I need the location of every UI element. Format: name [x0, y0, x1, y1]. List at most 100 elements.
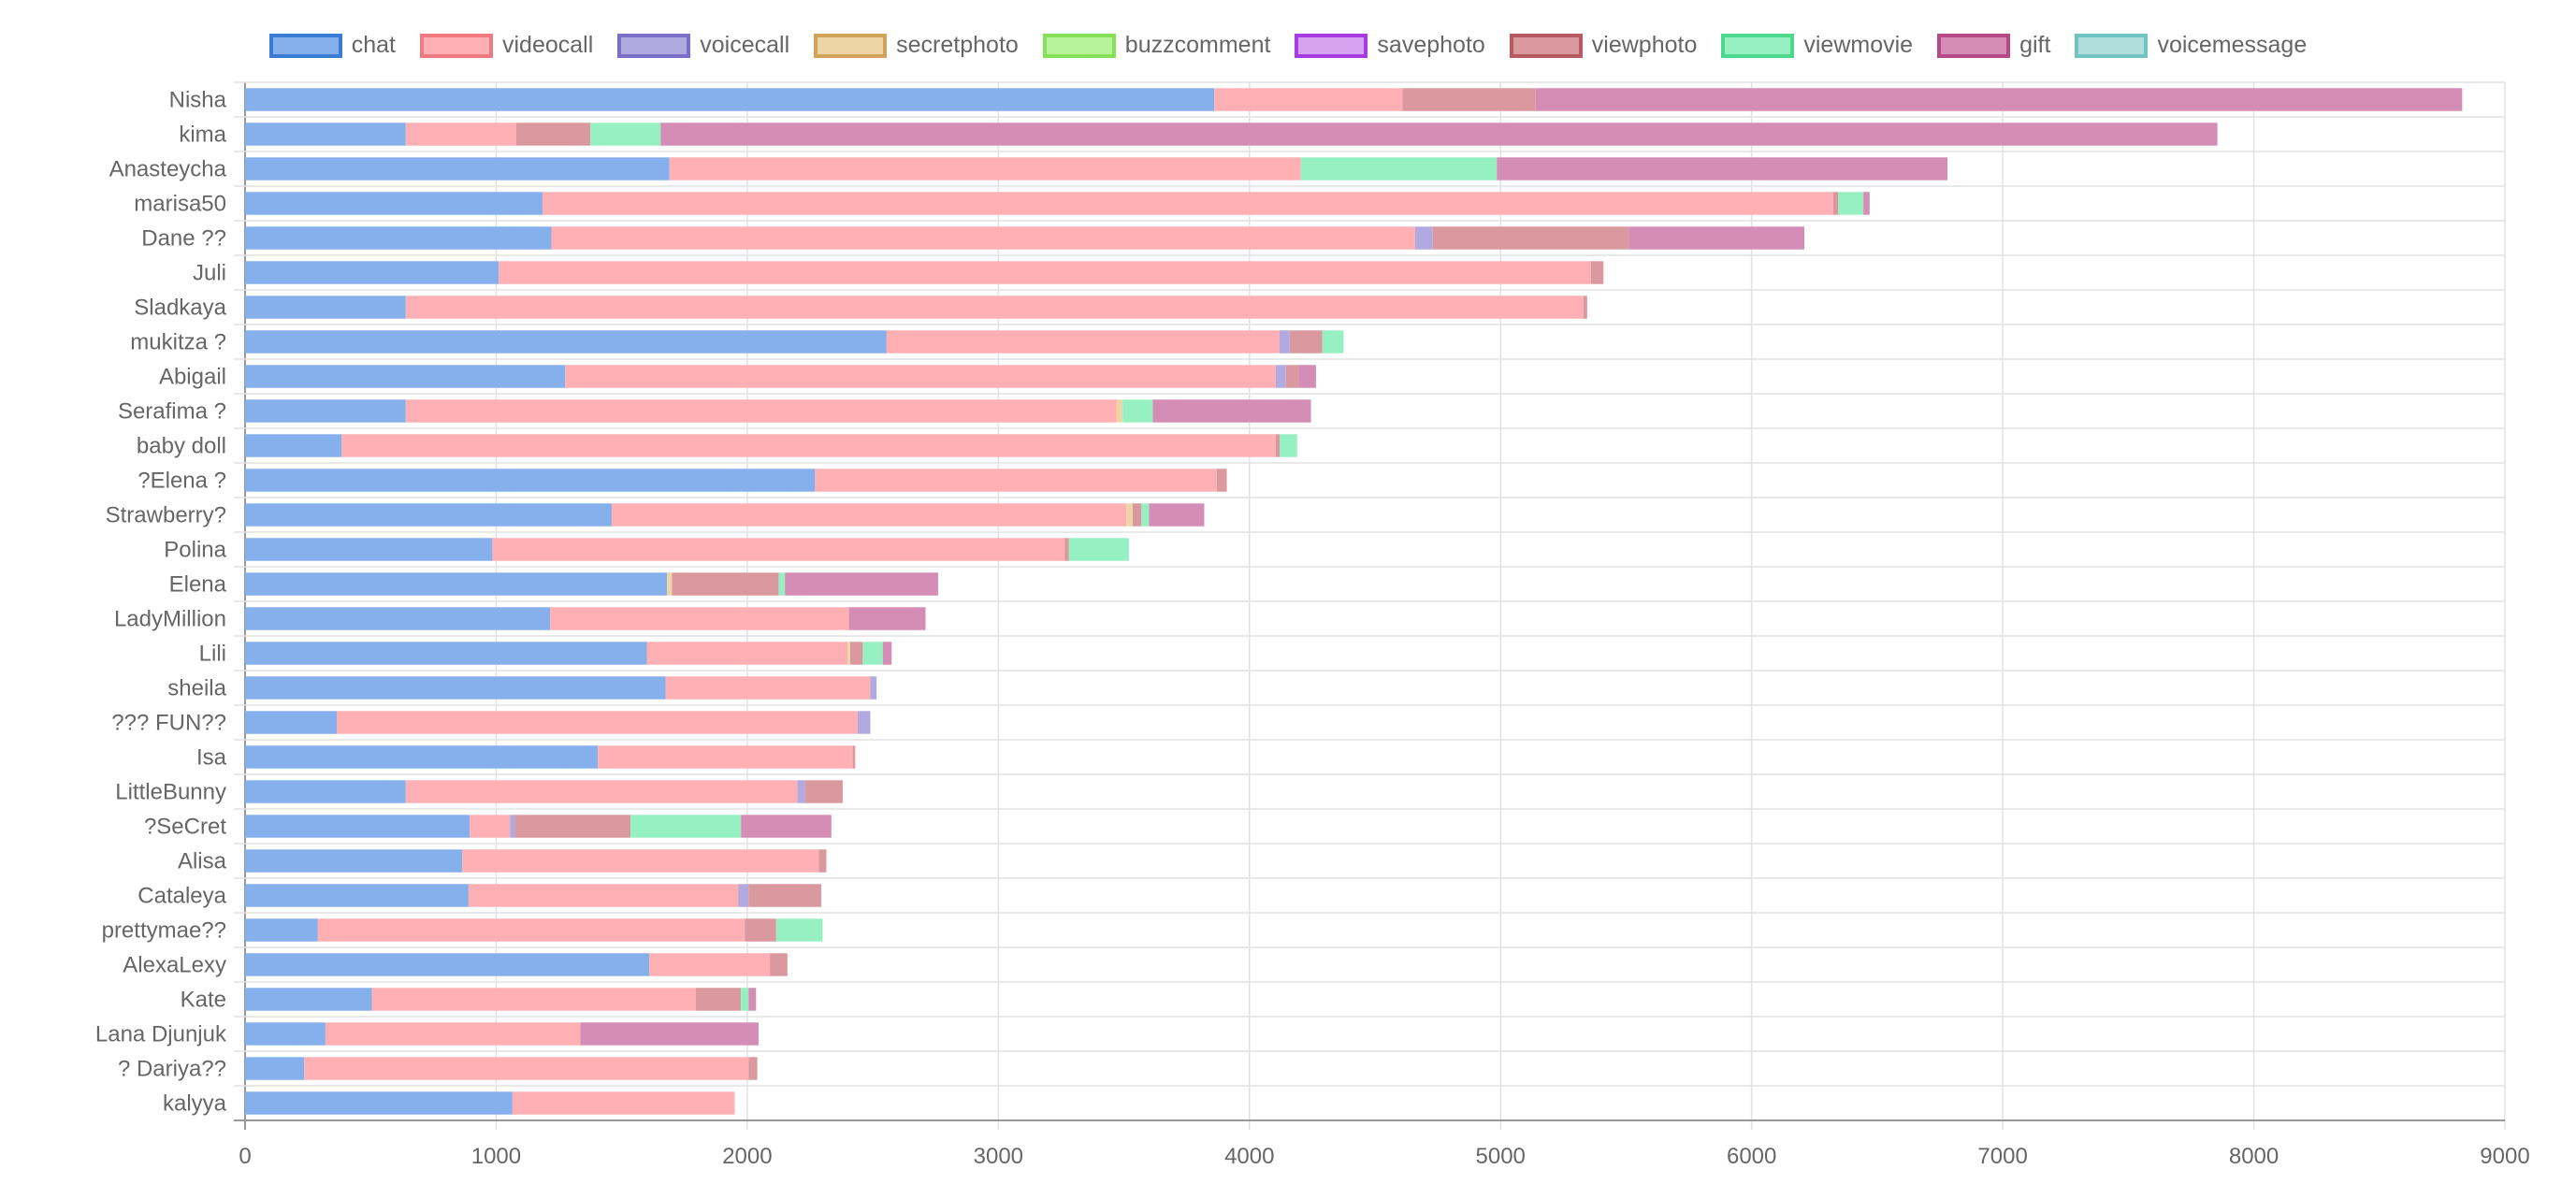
- bar-segment-viewphoto[interactable]: [849, 642, 863, 665]
- bar-segment-secretphoto[interactable]: [1116, 399, 1123, 423]
- bar-segment-chat[interactable]: [245, 988, 372, 1011]
- bar-segment-chat[interactable]: [245, 849, 463, 873]
- bar-segment-viewmovie[interactable]: [1122, 399, 1153, 423]
- bar-segment-viewphoto[interactable]: [1832, 192, 1839, 215]
- bar-segment-gift[interactable]: [1298, 365, 1316, 388]
- legend-item-secretphoto[interactable]: secretphoto: [814, 32, 1019, 59]
- bar-segment-videocall[interactable]: [665, 676, 871, 700]
- bar-segment-viewmovie[interactable]: [630, 815, 742, 838]
- bar-segment-chat[interactable]: [245, 261, 499, 284]
- bar-segment-videocall[interactable]: [325, 1022, 581, 1046]
- bar-segment-viewphoto[interactable]: [745, 918, 776, 942]
- bar-segment-videocall[interactable]: [405, 296, 1584, 319]
- bar-segment-gift[interactable]: [660, 123, 2218, 146]
- bar-segment-viewphoto[interactable]: [514, 815, 631, 838]
- legend-item-videocall[interactable]: videocall: [420, 32, 593, 59]
- bar-segment-secretphoto[interactable]: [847, 642, 850, 665]
- bar-segment-viewmovie[interactable]: [1141, 503, 1150, 527]
- bar-segment-gift[interactable]: [580, 1022, 759, 1046]
- bar-segment-chat[interactable]: [245, 157, 670, 180]
- bar-segment-viewmovie[interactable]: [1279, 434, 1297, 457]
- bar-segment-chat[interactable]: [245, 815, 470, 838]
- bar-segment-chat[interactable]: [245, 469, 816, 492]
- bar-segment-videocall[interactable]: [499, 261, 1591, 284]
- bar-segment-videocall[interactable]: [317, 918, 745, 942]
- bar-segment-viewmovie[interactable]: [1838, 192, 1864, 215]
- legend-item-viewphoto[interactable]: viewphoto: [1509, 32, 1697, 59]
- bar-segment-videocall[interactable]: [598, 745, 853, 769]
- bar-segment-viewmovie[interactable]: [1322, 330, 1344, 354]
- legend-item-voicecall[interactable]: voicecall: [617, 32, 789, 59]
- bar-segment-videocall[interactable]: [646, 642, 848, 665]
- bar-segment-videocall[interactable]: [341, 434, 1276, 457]
- bar-segment-videocall[interactable]: [492, 538, 1065, 561]
- bar-segment-viewphoto[interactable]: [748, 1057, 758, 1080]
- bar-segment-viewphoto[interactable]: [695, 988, 742, 1011]
- legend-item-savephoto[interactable]: savephoto: [1295, 32, 1485, 59]
- bar-segment-videocall[interactable]: [1214, 88, 1403, 111]
- bar-segment-viewphoto[interactable]: [748, 884, 822, 907]
- bar-segment-gift[interactable]: [1497, 157, 1948, 180]
- bar-segment-chat[interactable]: [245, 884, 469, 907]
- bar-segment-chat[interactable]: [245, 226, 552, 250]
- bar-segment-chat[interactable]: [245, 607, 551, 630]
- bar-segment-viewphoto[interactable]: [515, 123, 591, 146]
- bar-segment-chat[interactable]: [245, 780, 406, 803]
- bar-segment-voicecall[interactable]: [738, 884, 749, 907]
- bar-segment-viewmovie[interactable]: [1068, 538, 1129, 561]
- bar-segment-viewphoto[interactable]: [818, 849, 827, 873]
- bar-segment-viewmovie[interactable]: [1300, 157, 1498, 180]
- bar-segment-viewphoto[interactable]: [1583, 296, 1587, 319]
- bar-segment-videocall[interactable]: [371, 988, 696, 1011]
- legend-item-voicemessage[interactable]: voicemessage: [2075, 32, 2307, 59]
- bar-segment-chat[interactable]: [245, 745, 599, 769]
- bar-segment-viewphoto[interactable]: [770, 953, 788, 976]
- bar-segment-chat[interactable]: [245, 953, 650, 976]
- bar-segment-videocall[interactable]: [405, 399, 1117, 423]
- legend-item-gift[interactable]: gift: [1937, 32, 2050, 59]
- bar-segment-viewphoto[interactable]: [804, 780, 843, 803]
- bar-segment-chat[interactable]: [245, 399, 406, 423]
- bar-segment-gift[interactable]: [785, 572, 938, 596]
- bar-segment-secretphoto[interactable]: [1126, 503, 1133, 527]
- bar-segment-chat[interactable]: [245, 642, 647, 665]
- bar-segment-videocall[interactable]: [815, 469, 1217, 492]
- bar-segment-videocall[interactable]: [470, 815, 511, 838]
- bar-segment-gift[interactable]: [882, 642, 892, 665]
- bar-segment-videocall[interactable]: [669, 157, 1301, 180]
- bar-segment-gift[interactable]: [1863, 192, 1870, 215]
- bar-segment-chat[interactable]: [245, 918, 318, 942]
- bar-segment-voicecall[interactable]: [1414, 226, 1433, 250]
- bar-segment-chat[interactable]: [245, 330, 887, 354]
- bar-segment-gift[interactable]: [1628, 226, 1805, 250]
- bar-segment-videocall[interactable]: [550, 607, 849, 630]
- bar-segment-chat[interactable]: [245, 1022, 326, 1046]
- bar-segment-chat[interactable]: [245, 88, 1215, 111]
- bar-segment-chat[interactable]: [245, 1091, 513, 1115]
- bar-segment-viewmovie[interactable]: [590, 123, 661, 146]
- bar-segment-viewmovie[interactable]: [741, 988, 749, 1011]
- bar-segment-videocall[interactable]: [551, 226, 1415, 250]
- bar-segment-viewphoto[interactable]: [1064, 538, 1069, 561]
- bar-segment-viewphoto[interactable]: [672, 572, 779, 596]
- bar-segment-voicecall[interactable]: [1279, 330, 1290, 354]
- bar-segment-videocall[interactable]: [512, 1091, 735, 1115]
- bar-segment-viewphoto[interactable]: [1216, 469, 1227, 492]
- bar-segment-videocall[interactable]: [405, 780, 798, 803]
- bar-segment-voicecall[interactable]: [797, 780, 805, 803]
- bar-segment-viewmovie[interactable]: [775, 918, 823, 942]
- bar-segment-videocall[interactable]: [405, 123, 516, 146]
- bar-segment-secretphoto[interactable]: [666, 572, 673, 596]
- bar-segment-chat[interactable]: [245, 503, 612, 527]
- bar-segment-viewphoto[interactable]: [1285, 365, 1299, 388]
- bar-segment-chat[interactable]: [245, 434, 342, 457]
- bar-segment-videocall[interactable]: [543, 192, 1833, 215]
- bar-segment-chat[interactable]: [245, 572, 667, 596]
- bar-segment-chat[interactable]: [245, 538, 493, 561]
- legend-item-buzzcomment[interactable]: buzzcomment: [1042, 32, 1270, 59]
- legend-item-chat[interactable]: chat: [268, 32, 396, 59]
- bar-segment-voicecall[interactable]: [870, 676, 877, 700]
- bar-segment-videocall[interactable]: [304, 1057, 749, 1080]
- bar-segment-chat[interactable]: [245, 296, 406, 319]
- bar-segment-chat[interactable]: [245, 711, 337, 734]
